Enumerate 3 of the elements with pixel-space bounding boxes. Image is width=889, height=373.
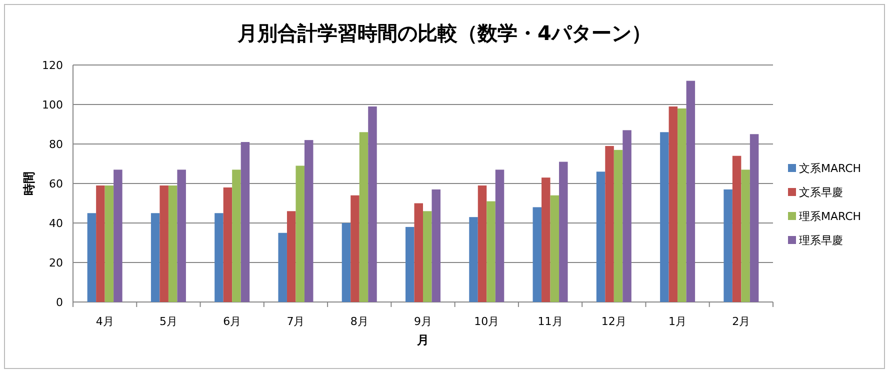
title: 月別合計学習時間の比較（数学・4パターン） (238, 21, 652, 45)
ylabel: 時間 (22, 172, 36, 196)
xlabel: 月 (417, 333, 429, 347)
